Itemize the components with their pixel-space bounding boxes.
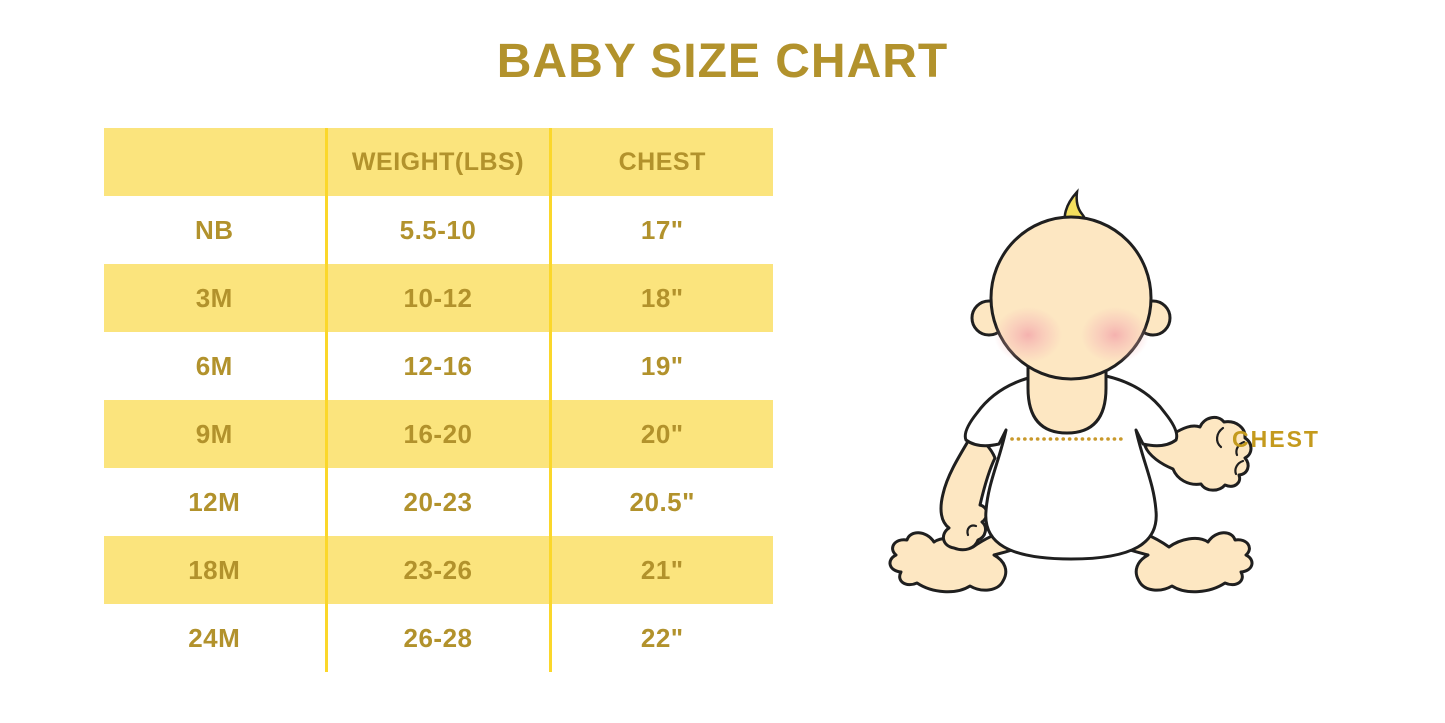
baby-neck [1026,364,1108,435]
cell-weight: 23-26 [324,536,550,604]
cell-size: 3M [104,264,326,332]
header-cell-weight: WEIGHT(LBS) [324,128,550,196]
baby-fist-crease-2 [1234,459,1245,476]
baby-cheek-right [1081,307,1149,363]
header-row: WEIGHT(LBS) CHEST [104,128,773,196]
baby-illustration: CHEST [888,188,1320,594]
baby-size-table: WEIGHT(LBS) CHEST NB 5.5-10 17" 3M 10-12… [104,128,773,672]
page-title: BABY SIZE CHART [496,35,949,88]
cell-size: 24M [104,604,326,672]
cell-size: 6M [104,332,326,400]
cell-size: 12M [104,468,326,536]
header-cell-size [104,128,326,196]
table-row: NB 5.5-10 17" [104,196,773,264]
cell-chest: 20.5" [548,468,773,536]
cell-chest: 19" [548,332,773,400]
table-row: 18M 23-26 21" [104,536,773,604]
baby-body-onesie [963,372,1179,561]
cell-weight: 10-12 [324,264,550,332]
table-row: 6M 12-16 19" [104,332,773,400]
cell-chest: 20" [548,400,773,468]
cell-chest: 22" [548,604,773,672]
cell-weight: 12-16 [324,332,550,400]
cell-chest: 18" [548,264,773,332]
table-row: 9M 16-20 20" [104,400,773,468]
table-row: 3M 10-12 18" [104,264,773,332]
cell-weight: 20-23 [324,468,550,536]
cell-weight: 16-20 [324,400,550,468]
cell-weight: 5.5-10 [324,196,550,264]
cell-size: 9M [104,400,326,468]
baby-hand-crease-left [966,524,978,537]
cell-weight: 26-28 [324,604,550,672]
table-row: 24M 26-28 22" [104,604,773,672]
baby-fist-crease-1 [1235,440,1246,457]
cell-chest: 17" [548,196,773,264]
cell-chest: 21" [548,536,773,604]
chest-label: CHEST [1232,426,1320,452]
baby-fist-thumb-line [1216,426,1225,449]
baby-arm-left [939,434,997,552]
cell-size: 18M [104,536,326,604]
baby-cheek-left [994,307,1062,363]
header-cell-chest: CHEST [548,128,773,196]
table-row: 12M 20-23 20.5" [104,468,773,536]
cell-size: NB [104,196,326,264]
